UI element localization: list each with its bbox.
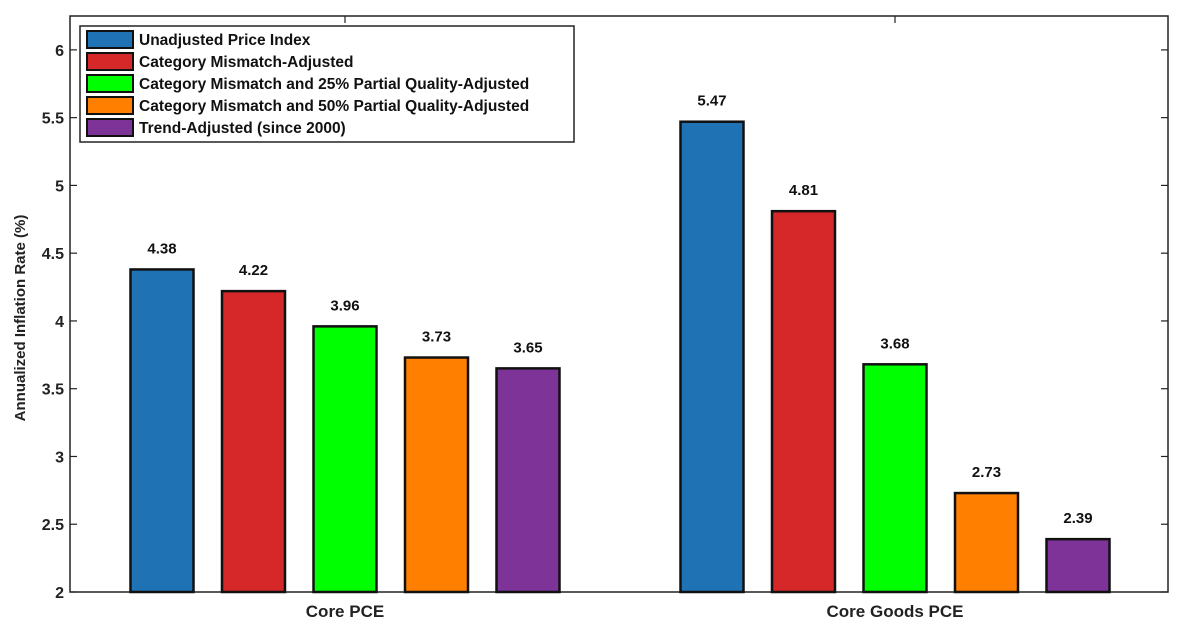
bar: [129, 268, 195, 594]
bar: [312, 325, 378, 594]
legend: Unadjusted Price Index Category Mismatch-…: [79, 25, 575, 143]
plot-frame: [69, 15, 1169, 593]
bar: [220, 289, 287, 594]
legend-label: Category Mismatch and 50% Partial Qualit…: [139, 98, 529, 115]
legend-label: Category Mismatch-Adjusted: [139, 54, 353, 71]
bar: [679, 120, 745, 594]
x-tick-label: Core PCE: [306, 602, 384, 621]
y-axis-label: Annualized Inflation Rate (%): [12, 215, 29, 422]
legend-label: Category Mismatch and 25% Partial Qualit…: [139, 76, 529, 93]
bars: [129, 120, 1111, 594]
data-label: 2.39: [1063, 510, 1092, 527]
legend-swatch: [86, 74, 134, 93]
data-label: 3.96: [330, 297, 359, 314]
data-label: 3.68: [880, 335, 909, 352]
y-tick-label: 4.5: [42, 246, 64, 263]
legend-swatch: [86, 52, 134, 71]
y-tick-label: 2: [55, 585, 64, 602]
x-tick-label: Core Goods PCE: [827, 602, 964, 621]
y-tick-label: 5.5: [42, 111, 64, 128]
y-tick-label: 3: [55, 449, 64, 466]
legend-label: Trend-Adjusted (since 2000): [139, 120, 346, 137]
bar: [862, 363, 928, 594]
data-label: 4.81: [789, 182, 818, 199]
y-tick-label: 3.5: [42, 382, 64, 399]
bar: [495, 367, 561, 594]
bar: [770, 209, 837, 594]
data-label: 4.38: [147, 240, 176, 257]
axes: 2 2.5 3 3.5 4 4.5 5 5.5 6 Core PCE Core Goods PCE: [42, 15, 1169, 621]
data-label: 4.22: [239, 262, 268, 279]
data-label: 5.47: [697, 93, 726, 110]
data-label: 3.73: [422, 329, 451, 346]
data-label: 2.73: [972, 464, 1001, 481]
legend-swatch: [86, 118, 134, 137]
data-label: 3.65: [513, 339, 542, 356]
legend-box: [79, 25, 575, 143]
y-tick-label: 5: [55, 178, 64, 195]
data-labels: 4.38 4.22 3.96 3.73 3.65 5.47 4.81 3.68 2.73 2.39: [147, 93, 1092, 527]
y-tick-label: 6: [55, 43, 64, 60]
bar: [403, 356, 470, 594]
y-tick-label: 2.5: [42, 517, 64, 534]
legend-swatch: [86, 30, 134, 49]
legend-swatch: [86, 96, 134, 115]
y-tick-label: 4: [55, 314, 64, 331]
bar: [953, 491, 1020, 594]
bar: [1045, 537, 1111, 594]
legend-label: Unadjusted Price Index: [139, 32, 311, 49]
